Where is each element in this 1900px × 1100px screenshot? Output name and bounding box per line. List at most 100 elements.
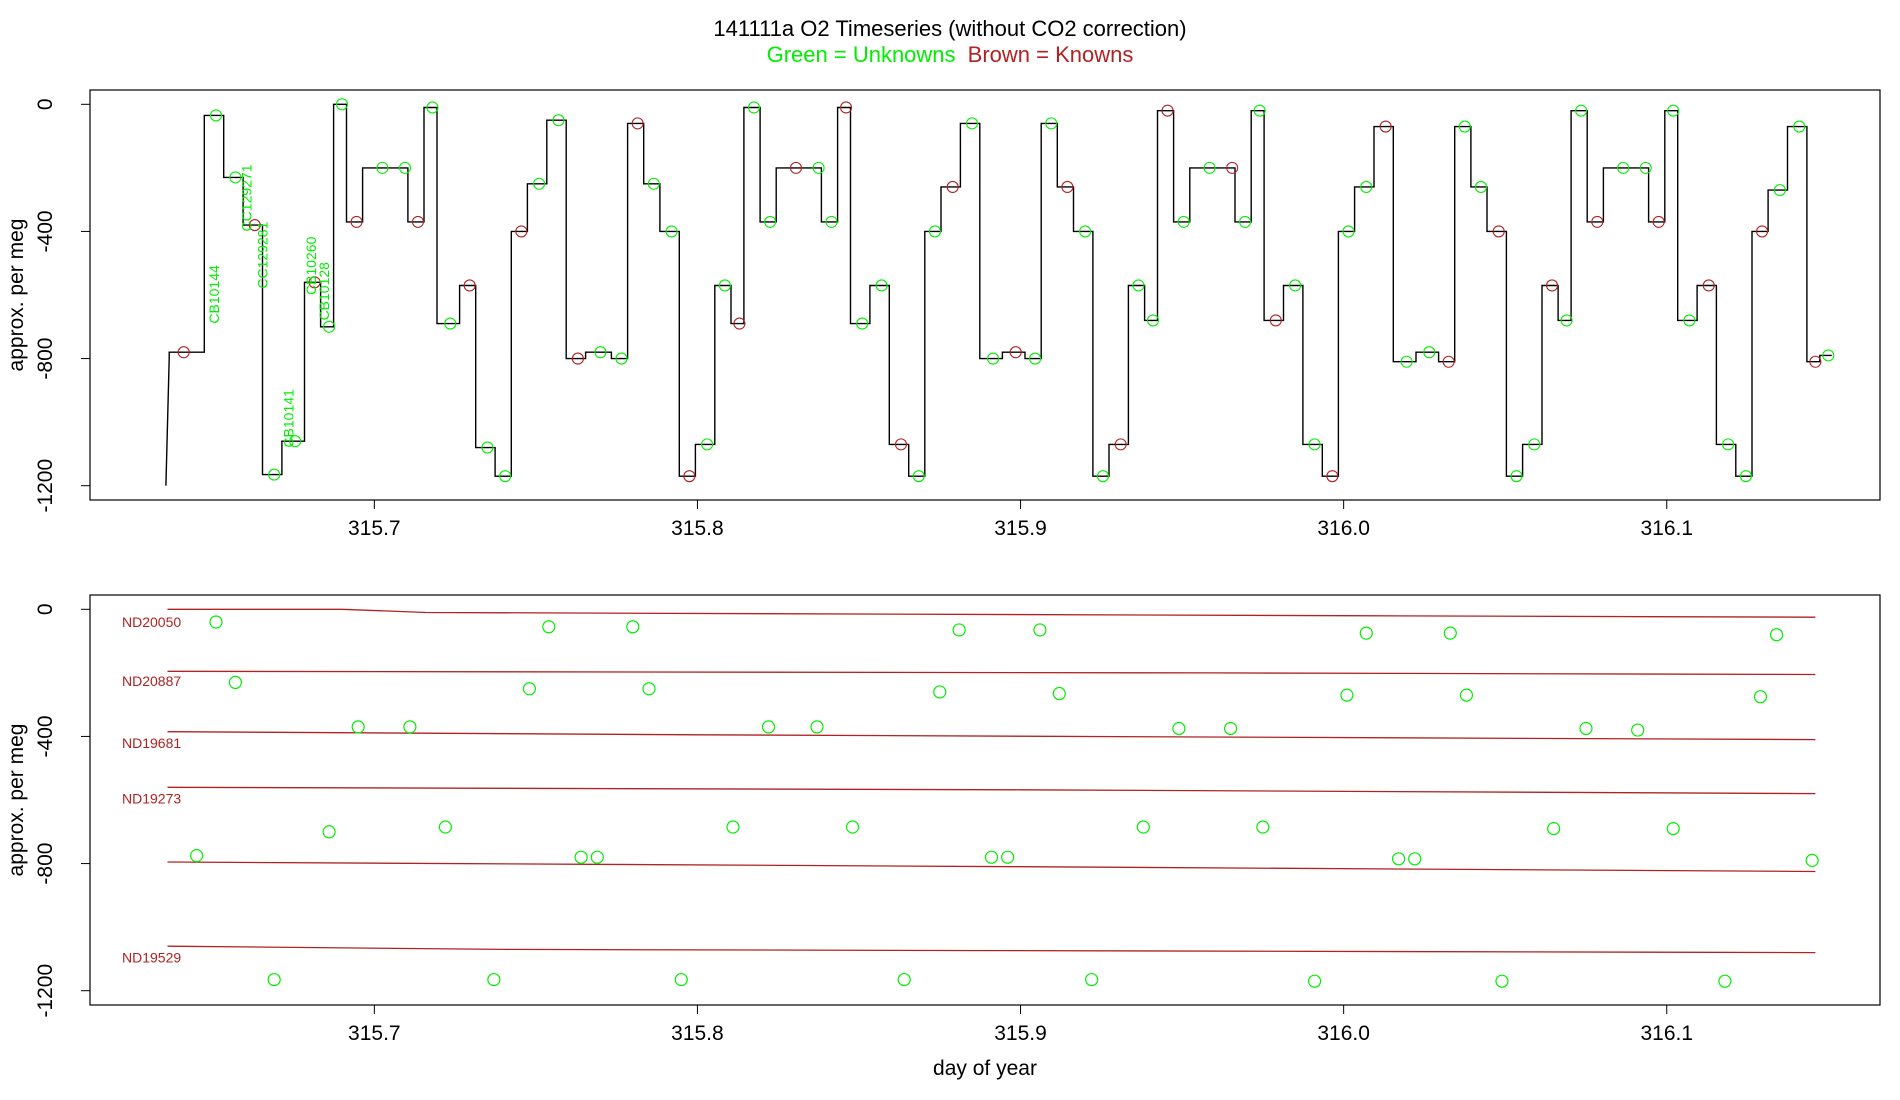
top-sample-marker (1492, 225, 1505, 238)
top-sample-marker (1289, 279, 1302, 292)
top-sample-marker (764, 215, 777, 228)
top-sample-marker (946, 180, 959, 193)
top-sample-marker (1773, 184, 1786, 197)
bottom-known-line (167, 731, 1816, 741)
bottom-unknown-point (726, 820, 740, 834)
bottom-unknown-point (1223, 721, 1238, 736)
top-sample-marker (665, 225, 678, 238)
top-sample-marker (789, 161, 803, 174)
top-cylinder-label: CC129271 (239, 164, 255, 231)
top-sample-marker (398, 161, 412, 174)
top-sample-marker (1360, 180, 1373, 193)
top-sample-marker (812, 161, 825, 174)
top-sample-marker (683, 470, 696, 483)
bottom-unknown-point (542, 620, 556, 634)
bottom-known-line (167, 945, 1816, 954)
top-sample-marker (426, 101, 439, 114)
bottom-unknown-point (322, 825, 336, 839)
top-sample-marker (411, 215, 425, 228)
top-sample-marker (1342, 225, 1355, 238)
top-sample-marker (1226, 161, 1239, 174)
bottom-unknown-point (810, 720, 824, 734)
bottom-unknown-point (1052, 686, 1066, 701)
bottom-unknown-point (1391, 852, 1406, 866)
top-sample-marker (499, 470, 512, 483)
top-sample-marker (1528, 438, 1541, 451)
top-sample-marker (1442, 355, 1455, 368)
top-sample-marker (1652, 215, 1665, 228)
top-sample-marker (856, 317, 869, 330)
bottom-plot-frame (89, 594, 1881, 1006)
bottom-y-tick-label: -800 (34, 843, 57, 885)
top-sample-marker (323, 320, 336, 333)
top-sample-marker (571, 352, 584, 365)
top-y-tick-label: -1200 (34, 459, 57, 513)
top-sample-marker (1379, 120, 1392, 133)
bottom-unknown-point (845, 820, 860, 834)
top-sample-marker (1177, 215, 1190, 228)
bottom-unknown-point (1547, 822, 1561, 836)
bottom-x-tick-label: 316.1 (1640, 1022, 1693, 1045)
top-cylinder-label: CB10128 (316, 262, 332, 321)
top-sample-marker (1575, 104, 1588, 117)
bottom-unknown-point (1459, 688, 1474, 702)
top-cylinder-label: CB10260 (303, 236, 319, 295)
bottom-unknown-point (351, 720, 365, 734)
top-sample-marker (1545, 279, 1559, 292)
top-sample-marker (894, 438, 908, 451)
bottom-unknown-point (1172, 721, 1186, 736)
bottom-unknown-point (438, 820, 453, 834)
bottom-known-line (167, 608, 1816, 618)
top-sample-marker (1045, 117, 1058, 130)
top-sample-marker (1423, 346, 1436, 359)
top-sample-marker (1809, 355, 1822, 368)
top-sample-marker (1458, 120, 1471, 133)
bottom-y-axis-label: approx. per meg (5, 724, 28, 877)
bottom-y-tick-label: 0 (34, 603, 57, 615)
bottom-unknown-point (674, 972, 688, 987)
top-sample-marker (268, 468, 281, 481)
top-sample-marker (1639, 161, 1652, 174)
bottom-unknown-point (522, 682, 537, 696)
top-sample-marker (1161, 104, 1174, 117)
top-sample-marker (376, 161, 389, 174)
top-sample-marker (733, 317, 746, 330)
top-sample-marker (308, 276, 321, 289)
top-sample-marker (1510, 470, 1523, 483)
top-sample-marker (229, 171, 242, 184)
legend-line: Green = Unknowns Brown = Knowns (767, 42, 1134, 67)
top-sample-marker (1756, 225, 1769, 238)
bottom-y-tick-label: -1200 (34, 964, 57, 1018)
top-sample-marker (335, 98, 349, 111)
bottom-unknown-point (626, 620, 640, 634)
top-sample-marker (1061, 180, 1074, 193)
top-sample-marker (177, 346, 190, 359)
top-y-tick-label: -400 (34, 210, 57, 252)
bottom-unknown-point (487, 972, 501, 987)
top-sample-marker (552, 114, 565, 127)
bottom-unknown-point (590, 850, 604, 864)
top-sample-marker (350, 215, 363, 228)
bottom-unknown-point (1443, 626, 1457, 640)
bottom-unknown-point (1085, 972, 1099, 987)
top-sample-marker (1269, 314, 1282, 327)
top-sample-marker (631, 117, 644, 130)
top-y-axis-label: approx. per meg (5, 219, 28, 372)
bottom-unknown-point (267, 972, 281, 987)
top-sample-marker (1683, 314, 1696, 327)
bottom-known-label: ND19681 (122, 735, 181, 751)
top-sample-marker (533, 177, 546, 190)
top-sample-marker (1822, 349, 1835, 362)
top-sample-marker (1722, 438, 1735, 451)
bottom-unknown-point (1307, 974, 1322, 988)
top-sample-marker (1400, 355, 1413, 368)
top-sample-marker (1702, 279, 1715, 292)
bottom-known-label: ND20050 (122, 614, 181, 630)
top-sample-marker (289, 435, 302, 448)
top-sample-marker (1009, 346, 1022, 359)
top-sample-marker (615, 352, 628, 365)
top-sample-marker (594, 346, 607, 359)
top-x-tick-label: 316.1 (1640, 517, 1693, 540)
legend-unknowns: Green = Unknowns (767, 42, 956, 67)
top-x-tick-label: 315.8 (671, 517, 724, 540)
